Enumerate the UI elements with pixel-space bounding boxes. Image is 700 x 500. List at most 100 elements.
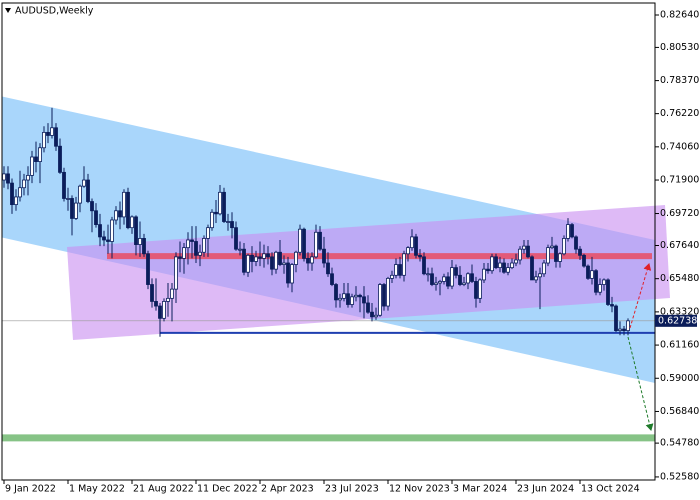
candle-body (330, 273, 334, 285)
candle-body (134, 216, 138, 245)
candle-body (6, 173, 10, 184)
candle-body (350, 296, 354, 305)
candle-body (182, 247, 186, 259)
candle-body (126, 191, 130, 229)
candle-body (54, 127, 58, 147)
candle-body (338, 297, 342, 301)
candle-body (334, 284, 338, 301)
y-tick-label: 0.65480 (660, 273, 699, 284)
candle-body (18, 187, 22, 198)
axes: 0.82640 0.80530 0.78370 0.76220 0.74060 0.719… (3, 9, 699, 495)
candle-body (626, 320, 630, 332)
y-tick-label: 0.61160 (660, 340, 699, 351)
candle-body (294, 251, 298, 265)
candle-body (538, 273, 542, 278)
candle-body (494, 256, 498, 269)
x-tick-label: 1 May 2022 (69, 484, 125, 495)
candle-body (78, 185, 82, 204)
candle-body (346, 293, 350, 305)
candle-body (622, 328, 626, 332)
candle-body (270, 256, 274, 270)
candle-body (142, 238, 146, 255)
candle-body (130, 216, 134, 229)
candle-body (610, 304, 614, 307)
candle-body (542, 262, 546, 275)
candle-body (246, 254, 250, 273)
candle-body (550, 245, 554, 249)
y-tick-label: 0.59000 (660, 373, 699, 384)
candle-body (534, 276, 538, 281)
candle-body (554, 245, 558, 262)
candle-body (570, 224, 574, 238)
candle-body (102, 236, 106, 241)
candle-body (478, 279, 482, 299)
candle-body (398, 264, 402, 276)
candle-body (318, 231, 322, 250)
x-tick-label: 13 Oct 2024 (581, 484, 640, 495)
candle-body (222, 191, 226, 222)
candle-body (110, 219, 114, 242)
candle-body (210, 211, 214, 229)
y-tick-label: 0.80530 (660, 42, 699, 53)
candle-body (378, 284, 382, 316)
candle-body (310, 256, 314, 264)
candle-body (14, 196, 18, 206)
candle-body (46, 131, 50, 136)
last-price-box (655, 314, 697, 327)
candle-body (278, 251, 282, 265)
candle-body (522, 245, 526, 250)
candle-body (314, 231, 318, 258)
candle-body (450, 267, 454, 287)
candle-body (74, 202, 78, 219)
candle-body (50, 127, 54, 136)
candle-body (618, 328, 622, 332)
candle-body (70, 198, 74, 219)
candle-body (122, 191, 126, 218)
candle-body (362, 296, 366, 304)
y-tick-label: 0.67640 (660, 240, 699, 251)
candle-body (438, 281, 442, 284)
candle-body (590, 270, 594, 279)
candle-body (390, 274, 394, 279)
candle-body (282, 262, 286, 265)
candle-body (114, 210, 118, 221)
candle-body (90, 201, 94, 212)
candle-body (490, 256, 494, 272)
candle-body (370, 311, 374, 318)
candle-body (178, 256, 182, 259)
candle-body (426, 273, 430, 276)
candle-body (574, 236, 578, 250)
candle-body (174, 256, 178, 290)
candle-body (146, 253, 150, 285)
candle-body (42, 131, 46, 149)
chart-title: AUDUSD,Weekly (15, 6, 94, 17)
candle-body (166, 297, 170, 302)
candle-body (194, 241, 198, 256)
candle-body (374, 314, 378, 318)
candle-body (254, 256, 258, 262)
candle-body (462, 282, 466, 285)
candle-body (434, 282, 438, 285)
x-tick-label: 9 Jan 2022 (5, 484, 56, 495)
x-tick-label: 23 Jul 2023 (325, 484, 379, 495)
candle-body (598, 284, 602, 293)
candle-body (290, 264, 294, 284)
candle-body (602, 279, 606, 285)
candle-body (518, 248, 522, 261)
candle-body (366, 302, 370, 313)
candle-body (34, 156, 38, 162)
candle-body (186, 239, 190, 249)
candle-body (470, 273, 474, 282)
candle-body (298, 228, 302, 253)
candle-body (514, 259, 518, 264)
y-tick-label: 0.82640 (660, 9, 699, 20)
y-tick-label: 0.76220 (660, 108, 699, 119)
y-tick-label: 0.54780 (660, 438, 699, 449)
candle-body (486, 268, 490, 272)
candle-body (66, 198, 70, 200)
candle-body (86, 179, 90, 202)
x-tick-label: 21 Aug 2022 (133, 484, 194, 495)
candle-body (394, 264, 398, 276)
menu-icon (5, 8, 11, 13)
rising-channel (67, 205, 670, 340)
